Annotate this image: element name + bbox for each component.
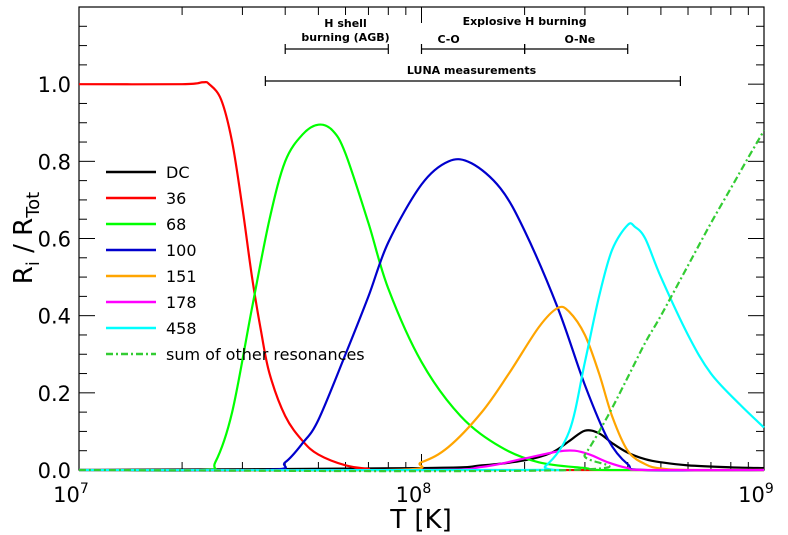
legend: DC 36 68 100 151 178 458 sum of other resonance… — [106, 163, 365, 364]
series-line-sum-of-other-resonances — [78, 129, 765, 473]
series-line-100 — [78, 158, 765, 472]
annotation-label: LUNA measurements — [407, 64, 537, 77]
y-axis-title-slash: / R — [9, 218, 39, 261]
legend-label: DC — [166, 163, 190, 182]
x-tick-label: 107 — [53, 481, 89, 507]
x-tick-base: 10 — [396, 483, 423, 507]
x-tick-base: 10 — [738, 483, 765, 507]
legend-label: 100 — [166, 241, 197, 260]
y-axis-title-sub-tot: Tot — [23, 192, 44, 219]
legend-label: 458 — [166, 319, 197, 338]
y-axis-title-sub-i: i — [23, 261, 44, 266]
y-tick-label: 0.2 — [38, 382, 71, 406]
y-tick-label: 0.4 — [38, 305, 71, 329]
legend-label: 68 — [166, 215, 186, 234]
series-line-68 — [78, 123, 765, 472]
series-line-DC — [78, 429, 765, 472]
y-axis-title: Ri / RTot — [9, 192, 44, 284]
x-tick-exponent: 9 — [765, 481, 774, 497]
y-tick-label: 0.0 — [38, 459, 71, 483]
annotation-label: H shell — [324, 17, 366, 30]
y-axis-title-main: R — [9, 266, 39, 284]
annotation-label: C-O — [437, 33, 459, 46]
x-axis-title: T [K] — [389, 505, 451, 535]
y-tick-label: 0.6 — [38, 228, 71, 252]
annotation-label: burning (AGB) — [301, 31, 389, 44]
x-tick-base: 10 — [53, 483, 80, 507]
legend-label: 151 — [166, 267, 197, 286]
series-line-151 — [78, 305, 765, 472]
y-tick-label: 0.8 — [38, 150, 71, 174]
x-tick-label: 109 — [738, 481, 774, 507]
series-layer — [78, 80, 765, 473]
legend-label: 36 — [166, 189, 186, 208]
legend-label: 178 — [166, 293, 197, 312]
y-tick-label: 1.0 — [38, 73, 71, 97]
legend-label: sum of other resonances — [166, 345, 365, 364]
x-tick-exponent: 7 — [80, 481, 89, 497]
x-tick-exponent: 8 — [422, 481, 431, 497]
annotation-label: Explosive H burning — [463, 15, 587, 28]
annotation-label: O-Ne — [564, 33, 595, 46]
x-tick-label: 108 — [396, 481, 432, 507]
